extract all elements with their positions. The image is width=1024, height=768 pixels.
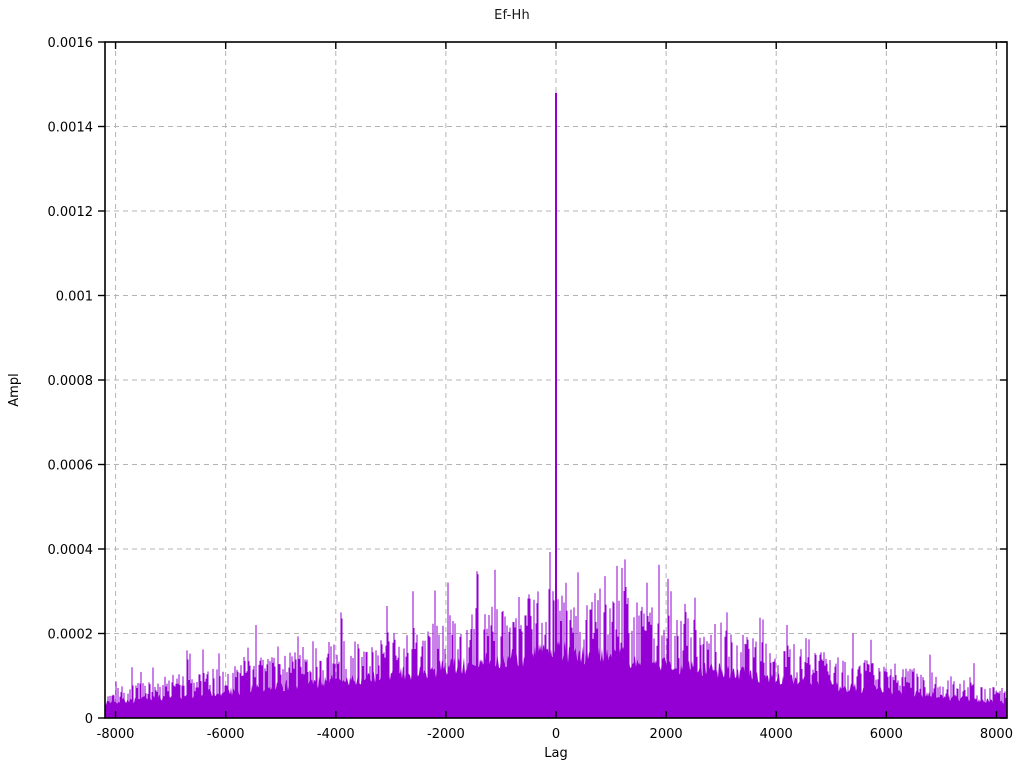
x-tick-label: 6000 <box>870 727 903 742</box>
x-tick-label: -2000 <box>427 727 465 742</box>
y-tick-label: 0.0012 <box>48 205 94 220</box>
tick-marks <box>98 41 1007 719</box>
y-tick-label: 0.0002 <box>48 628 94 643</box>
x-tick-label: -6000 <box>207 727 245 742</box>
y-tick-label: 0 <box>85 712 93 727</box>
x-tick-label: 8000 <box>980 727 1013 742</box>
y-tick-label: 0.0004 <box>48 543 94 558</box>
y-tick-label: 0.0008 <box>48 374 94 389</box>
axis-tick-labels: 0 0.0002 0.0004 0.0006 0.0008 0.001 0.0012 0.00… <box>48 36 1013 742</box>
y-tick-label: 0.001 <box>56 290 93 305</box>
x-axis-title: Lag <box>544 746 567 761</box>
y-tick-label: 0.0014 <box>48 121 94 136</box>
data-series-impulses <box>105 92 1007 718</box>
x-tick-label: 4000 <box>760 727 793 742</box>
y-tick-label: 0.0006 <box>48 459 94 474</box>
y-tick-label: 0.0016 <box>48 36 94 51</box>
x-tick-label: -8000 <box>97 727 135 742</box>
x-tick-label: -4000 <box>317 727 355 742</box>
y-axis-title: Ampl <box>7 373 22 406</box>
chart-title: Ef-Hh <box>494 8 530 23</box>
x-tick-label: 2000 <box>650 727 683 742</box>
x-tick-label: 0 <box>552 727 560 742</box>
